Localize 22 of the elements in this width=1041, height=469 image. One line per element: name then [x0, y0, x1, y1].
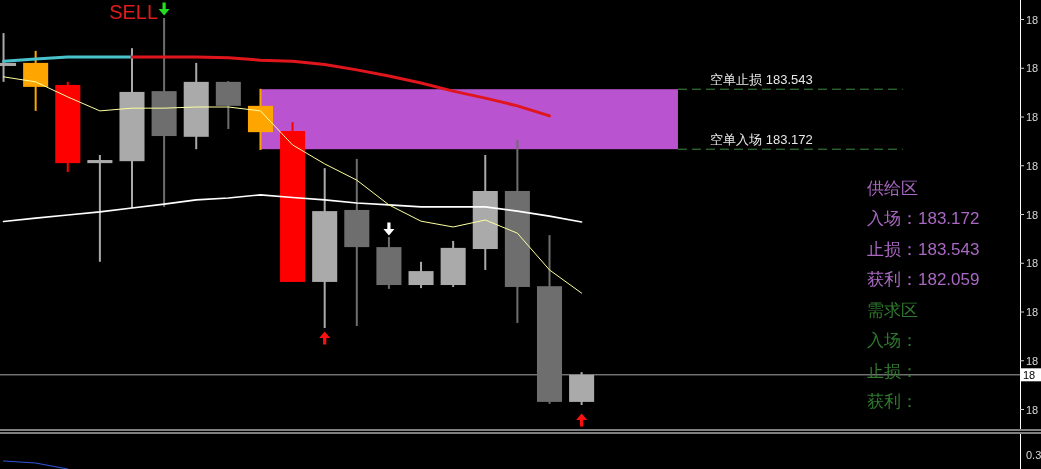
- text: 止损：183.543: [867, 239, 980, 259]
- text: 18: [1026, 354, 1039, 367]
- text: 获利：182.059: [867, 270, 980, 289]
- text: 18: [1023, 368, 1036, 381]
- candlestick: [87, 154, 113, 263]
- text: 入场：183.172: [867, 209, 980, 228]
- text: 18: [1026, 13, 1039, 26]
- text: 入场：: [867, 331, 918, 350]
- text: 供给区: [867, 178, 918, 198]
- text: 18: [1026, 403, 1039, 416]
- ref-line-label: 空单入场 183.172: [710, 132, 813, 148]
- text: 18: [1026, 257, 1039, 270]
- text: 18: [1026, 62, 1039, 75]
- text: 18: [1026, 306, 1039, 318]
- text: 0.3: [1026, 449, 1041, 461]
- text: 18: [1026, 208, 1039, 221]
- text: 获利：: [867, 392, 918, 411]
- text: 18: [1026, 159, 1039, 172]
- text: 18: [1026, 111, 1039, 123]
- annotation: SELL: [109, 1, 159, 23]
- text: 需求区: [867, 300, 918, 320]
- ref-line-label: 空单止损 183.543: [710, 72, 813, 88]
